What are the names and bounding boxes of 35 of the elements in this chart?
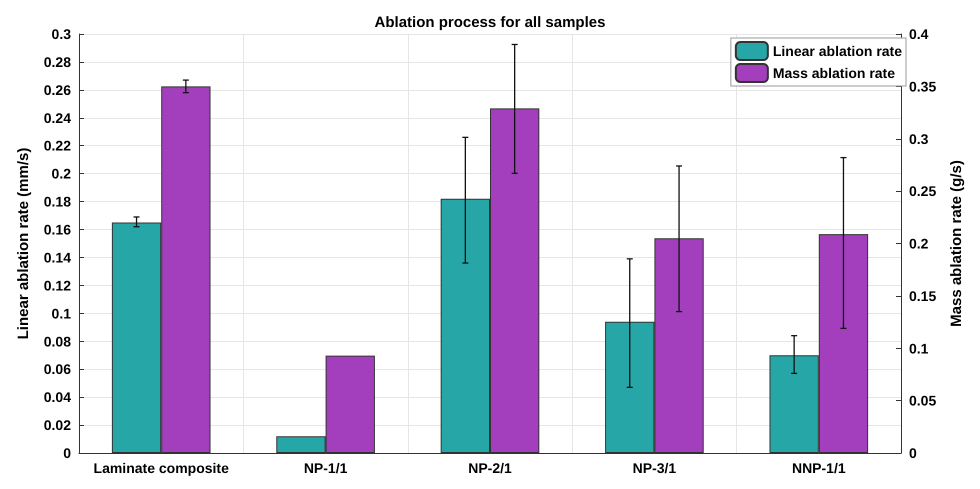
x-tick-label: NNP-1/1	[792, 460, 846, 476]
y-tick-label: 0.3	[52, 26, 72, 42]
y2-axis-title: Mass ablation rate (g/s)	[948, 160, 965, 327]
y-tick-label: 0.22	[44, 138, 72, 154]
x-tick-label: NP-3/1	[632, 460, 676, 476]
chart-title: Ablation process for all samples	[374, 14, 606, 31]
y2-tick-label: 0.2	[909, 236, 929, 252]
y-tick-label: 0	[63, 445, 72, 461]
legend-label: Mass ablation rate	[772, 65, 896, 81]
y2-tick-label: 0.35	[909, 78, 936, 94]
y2-tick-label: 0.4	[909, 26, 929, 42]
y-tick-label: 0.24	[44, 110, 72, 126]
y-tick-label: 0.06	[44, 361, 72, 378]
y-tick-label: 0.1	[52, 305, 72, 322]
y-tick-label: 0.28	[44, 54, 72, 70]
y-tick-label: 0.02	[44, 417, 72, 434]
y2-tick-label: 0.1	[909, 340, 929, 356]
y2-tick-label: 0.15	[909, 288, 936, 304]
x-tick-label: Laminate composite	[94, 460, 230, 476]
legend-label: Linear ablation rate	[772, 43, 902, 59]
y-tick-label: 0.26	[44, 82, 72, 98]
y-tick-label: 0.08	[44, 333, 72, 350]
y2-tick-label: 0.05	[909, 392, 936, 409]
y-tick-label: 0.2	[52, 166, 72, 182]
y2-tick-label: 0.3	[909, 130, 929, 147]
y-tick-label: 0.04	[44, 389, 72, 406]
x-tick-label: NP-1/1	[304, 460, 348, 476]
x-tick-label: NP-2/1	[468, 460, 512, 476]
y2-tick-label: 0.25	[909, 183, 936, 200]
y-tick-label: 0.14	[44, 249, 72, 266]
y2-tick-label: 0	[909, 445, 917, 461]
y-tick-label: 0.18	[44, 194, 72, 210]
y-tick-label: 0.16	[44, 222, 72, 238]
y-axis-title: Linear ablation rate (mm/s)	[15, 148, 32, 340]
y-tick-label: 0.12	[44, 277, 72, 294]
